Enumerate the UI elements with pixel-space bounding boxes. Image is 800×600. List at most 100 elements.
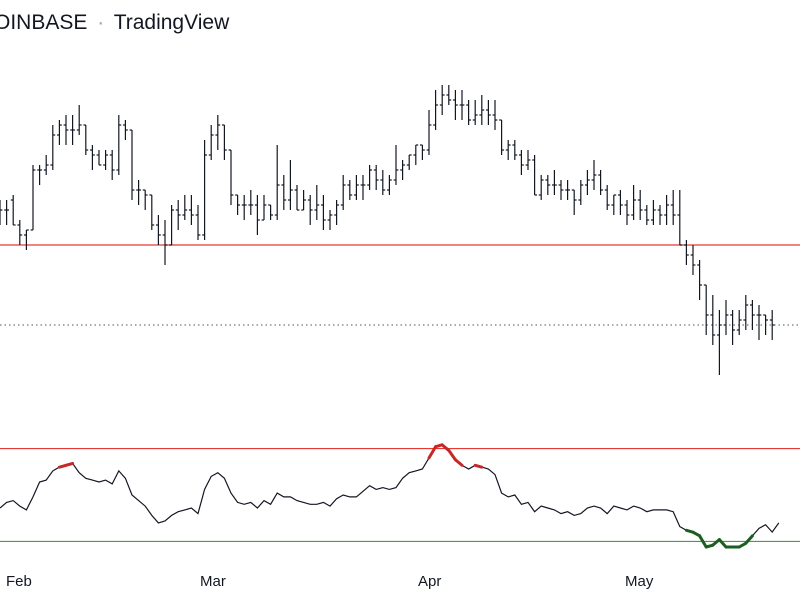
ohlc-bar	[552, 170, 557, 195]
ohlc-bar	[195, 205, 201, 240]
header-separator: ·	[97, 11, 105, 34]
ohlc-bar	[420, 144, 425, 160]
ohlc-bar	[611, 194, 617, 215]
ohlc-bar	[129, 129, 135, 200]
ohlc-bars	[0, 85, 775, 375]
ohlc-bar	[598, 170, 603, 195]
ohlc-bar	[644, 205, 650, 225]
ohlc-bar	[301, 190, 306, 211]
ohlc-bar	[367, 165, 372, 190]
ohlc-bar	[156, 215, 161, 245]
ohlc-bar	[96, 150, 102, 166]
ohlc-bar	[43, 155, 49, 175]
ohlc-bar	[189, 195, 194, 225]
provider-label: TradingView	[113, 11, 230, 34]
ohlc-bar	[400, 160, 405, 180]
ohlc-bar	[241, 195, 247, 220]
ohlc-bar	[664, 195, 669, 225]
ohlc-bar	[281, 175, 287, 210]
ohlc-bar	[347, 180, 353, 200]
ohlc-bar	[4, 200, 9, 225]
ohlc-bar	[512, 140, 518, 160]
ohlc-bar	[248, 190, 254, 215]
ohlc-bar	[334, 200, 339, 225]
ohlc-bar	[90, 145, 95, 170]
chart-header: OINBASE · TradingView	[0, 8, 229, 38]
ohlc-bar	[268, 204, 273, 220]
ohlc-bar	[17, 220, 23, 245]
x-tick-may: May	[625, 573, 654, 590]
ohlc-bar	[321, 195, 326, 230]
price-pane[interactable]	[0, 85, 800, 375]
ohlc-bar	[433, 90, 438, 130]
ohlc-bar	[545, 175, 551, 195]
ohlc-bar	[486, 100, 491, 125]
ohlc-bar	[175, 200, 181, 230]
ohlc-bar	[558, 180, 564, 200]
ohlc-bar	[690, 245, 696, 275]
ohlc-bar	[505, 140, 511, 160]
rsi-oversold-segment	[717, 538, 728, 549]
ohlc-bar	[736, 310, 742, 335]
ohlc-bar	[109, 150, 115, 180]
ohlc-bar	[63, 115, 69, 145]
ohlc-bar	[710, 295, 716, 345]
ohlc-bar	[769, 310, 775, 340]
time-axis: Feb Mar Apr May	[6, 573, 654, 590]
ohlc-bar	[466, 100, 471, 125]
ohlc-bar	[571, 189, 577, 215]
ohlc-bar	[565, 180, 570, 200]
ohlc-bar	[730, 310, 735, 345]
ohlc-bar	[76, 105, 82, 135]
rsi-pane[interactable]	[0, 443, 800, 549]
ohlc-bar	[354, 175, 359, 200]
ohlc-bar	[228, 149, 234, 205]
ohlc-bar	[70, 115, 75, 145]
ohlc-bar	[426, 110, 432, 155]
ohlc-bar	[340, 175, 346, 210]
ohlc-bar	[327, 210, 333, 230]
ohlc-bar	[519, 150, 524, 175]
rsi-highlights	[57, 443, 754, 549]
ohlc-bar	[413, 144, 419, 165]
ohlc-bar	[677, 190, 683, 246]
ohlc-bar	[182, 195, 188, 220]
ohlc-bar	[360, 175, 366, 200]
ohlc-bar	[453, 90, 458, 120]
ohlc-bar	[208, 125, 214, 160]
ohlc-bar	[136, 180, 141, 205]
rsi-line	[0, 444, 780, 548]
ohlc-bar	[169, 205, 174, 246]
ohlc-bar	[618, 190, 623, 215]
x-tick-apr: Apr	[418, 573, 441, 590]
ohlc-bar	[222, 124, 227, 160]
ohlc-bar	[538, 175, 544, 200]
ohlc-bar	[717, 310, 722, 375]
ohlc-bar	[0, 200, 3, 225]
ohlc-bar	[288, 160, 293, 210]
ohlc-bar	[373, 165, 379, 190]
ohlc-bar	[24, 229, 29, 250]
rsi-overbought-segment	[473, 463, 484, 469]
x-tick-feb: Feb	[6, 573, 32, 590]
ohlc-bar	[657, 205, 663, 225]
ohlc-bar	[307, 195, 313, 225]
ohlc-bar	[380, 170, 386, 195]
exchange-label: OINBASE	[0, 11, 88, 34]
ohlc-bar	[585, 170, 590, 195]
ohlc-bar	[50, 125, 56, 170]
ohlc-bar	[591, 160, 597, 190]
ohlc-bar	[459, 90, 465, 120]
rsi-oversold-segment	[698, 534, 708, 549]
ohlc-bar	[472, 100, 478, 125]
ohlc-bar	[406, 154, 412, 170]
ohlc-bar	[697, 260, 702, 300]
ohlc-bar	[743, 295, 749, 330]
rsi-overbought-segment	[447, 448, 457, 462]
ohlc-bar	[83, 124, 89, 155]
ohlc-bar	[255, 195, 260, 235]
ohlc-bar	[235, 194, 240, 215]
ohlc-bar	[651, 200, 656, 225]
ohlc-bar	[123, 120, 128, 140]
